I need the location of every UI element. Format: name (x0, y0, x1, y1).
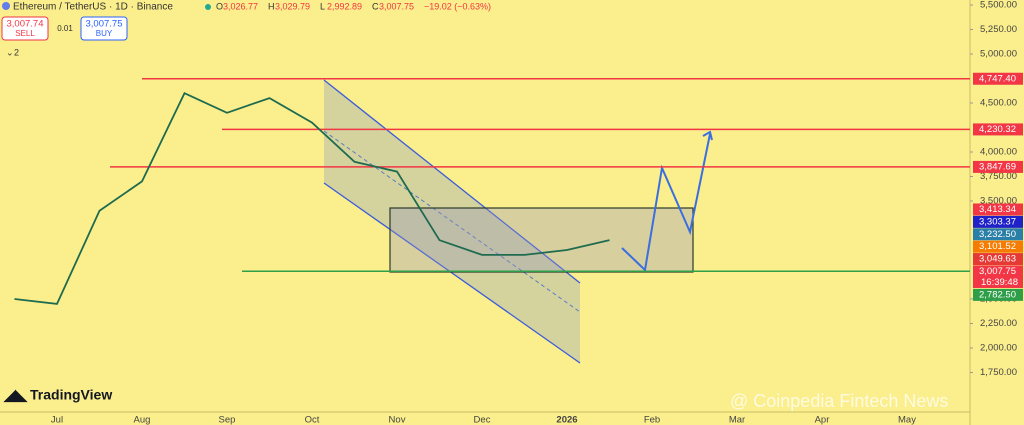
y-tick-label: 5,000.00 (980, 49, 1017, 60)
y-tick-label: 5,500.00 (980, 0, 1017, 11)
price-label-bg (973, 123, 1023, 136)
y-tick-label: 1,750.00 (980, 367, 1017, 378)
quote-value: 2,992.89 (327, 1, 362, 11)
spread: 0.01 (57, 24, 73, 33)
x-tick-label: Aug (134, 415, 151, 425)
quote-value: 3,007.75 (379, 1, 414, 11)
quote-key: H (268, 1, 275, 11)
price-label: 4,747.40 (979, 73, 1016, 84)
price-line (14, 92, 610, 305)
price-label: 4,230.32 (979, 124, 1016, 135)
arrow-head (702, 130, 713, 141)
x-tick-label: Mar (729, 415, 745, 425)
price-label-bg (973, 253, 1023, 266)
status-dot (205, 4, 211, 10)
symbol-title: Ethereum / TetherUS · 1D · Binance (13, 2, 173, 13)
price-label: 3,049.63 (979, 254, 1016, 265)
price-label: 3,847.69 (979, 161, 1016, 172)
x-tick-label: Jul (51, 415, 63, 425)
brand-icon: ◢◣ (3, 387, 29, 404)
y-tick-label: 3,750.00 (980, 171, 1017, 182)
sell-price: 3,007.74 (7, 19, 44, 30)
channel-upper (323, 79, 581, 284)
range-box (389, 207, 694, 273)
sell-button[interactable] (1, 16, 49, 41)
price-label: 2,782.50 (979, 289, 1016, 300)
price-label-bg (973, 265, 1023, 278)
y-tick-label: 2,250.00 (980, 318, 1017, 329)
buy-button[interactable] (80, 16, 128, 41)
sell-label: SELL (15, 29, 35, 38)
watermark: @ Coinpedia Fintech News (730, 391, 948, 411)
quote-change: −19.02 (−0.63%) (424, 1, 491, 11)
price-label-bg (973, 72, 1023, 85)
projection-arrow (621, 133, 711, 273)
quote-key: C (372, 1, 379, 11)
price-label: 3,232.50 (979, 229, 1016, 240)
y-tick-label: 3,500.00 (980, 196, 1017, 207)
quote-value: 3,026.77 (223, 1, 258, 11)
indicator-count[interactable]: 2 (14, 47, 19, 57)
x-tick-label: 2026 (556, 415, 577, 425)
x-tick-label: Dec (474, 415, 491, 425)
buy-price: 3,007.75 (86, 19, 123, 30)
price-label-bg (973, 288, 1023, 301)
y-tick-label: 4,500.00 (980, 98, 1017, 109)
price-label-bg (973, 203, 1023, 216)
quote-key: O (216, 1, 223, 11)
x-tick-label: Apr (815, 415, 830, 425)
price-label-bg (973, 160, 1023, 173)
y-tick-label: 2,000.00 (980, 342, 1017, 353)
price-label-bg (973, 215, 1023, 228)
quote-key: L (320, 1, 325, 11)
x-tick-label: Feb (644, 415, 660, 425)
y-tick-label: 4,000.00 (980, 147, 1017, 158)
price-label: 3,007.75 (979, 266, 1016, 277)
buy-label: BUY (96, 29, 113, 38)
coin-icon (2, 2, 10, 10)
x-tick-label: Oct (305, 415, 320, 425)
price-label: 3,413.34 (979, 204, 1016, 215)
channel-mid (323, 130, 581, 313)
brand: TradingView (30, 387, 112, 403)
price-label-bg (973, 240, 1023, 253)
x-tick-label: Sep (219, 415, 236, 425)
countdown: 16:39:48 (981, 277, 1018, 288)
channel-lower (323, 182, 581, 364)
price-label-bg (973, 228, 1023, 241)
price-label: 3,303.37 (979, 216, 1016, 227)
countdown-bg (973, 276, 1023, 288)
x-tick-label: Nov (389, 415, 406, 425)
quote-value: 3,029.79 (275, 1, 310, 11)
y-tick-label: 5,250.00 (980, 24, 1017, 35)
x-tick-label: May (898, 415, 916, 425)
price-label: 3,101.52 (979, 241, 1016, 252)
collapse-icon[interactable]: ⌄ (6, 47, 14, 57)
